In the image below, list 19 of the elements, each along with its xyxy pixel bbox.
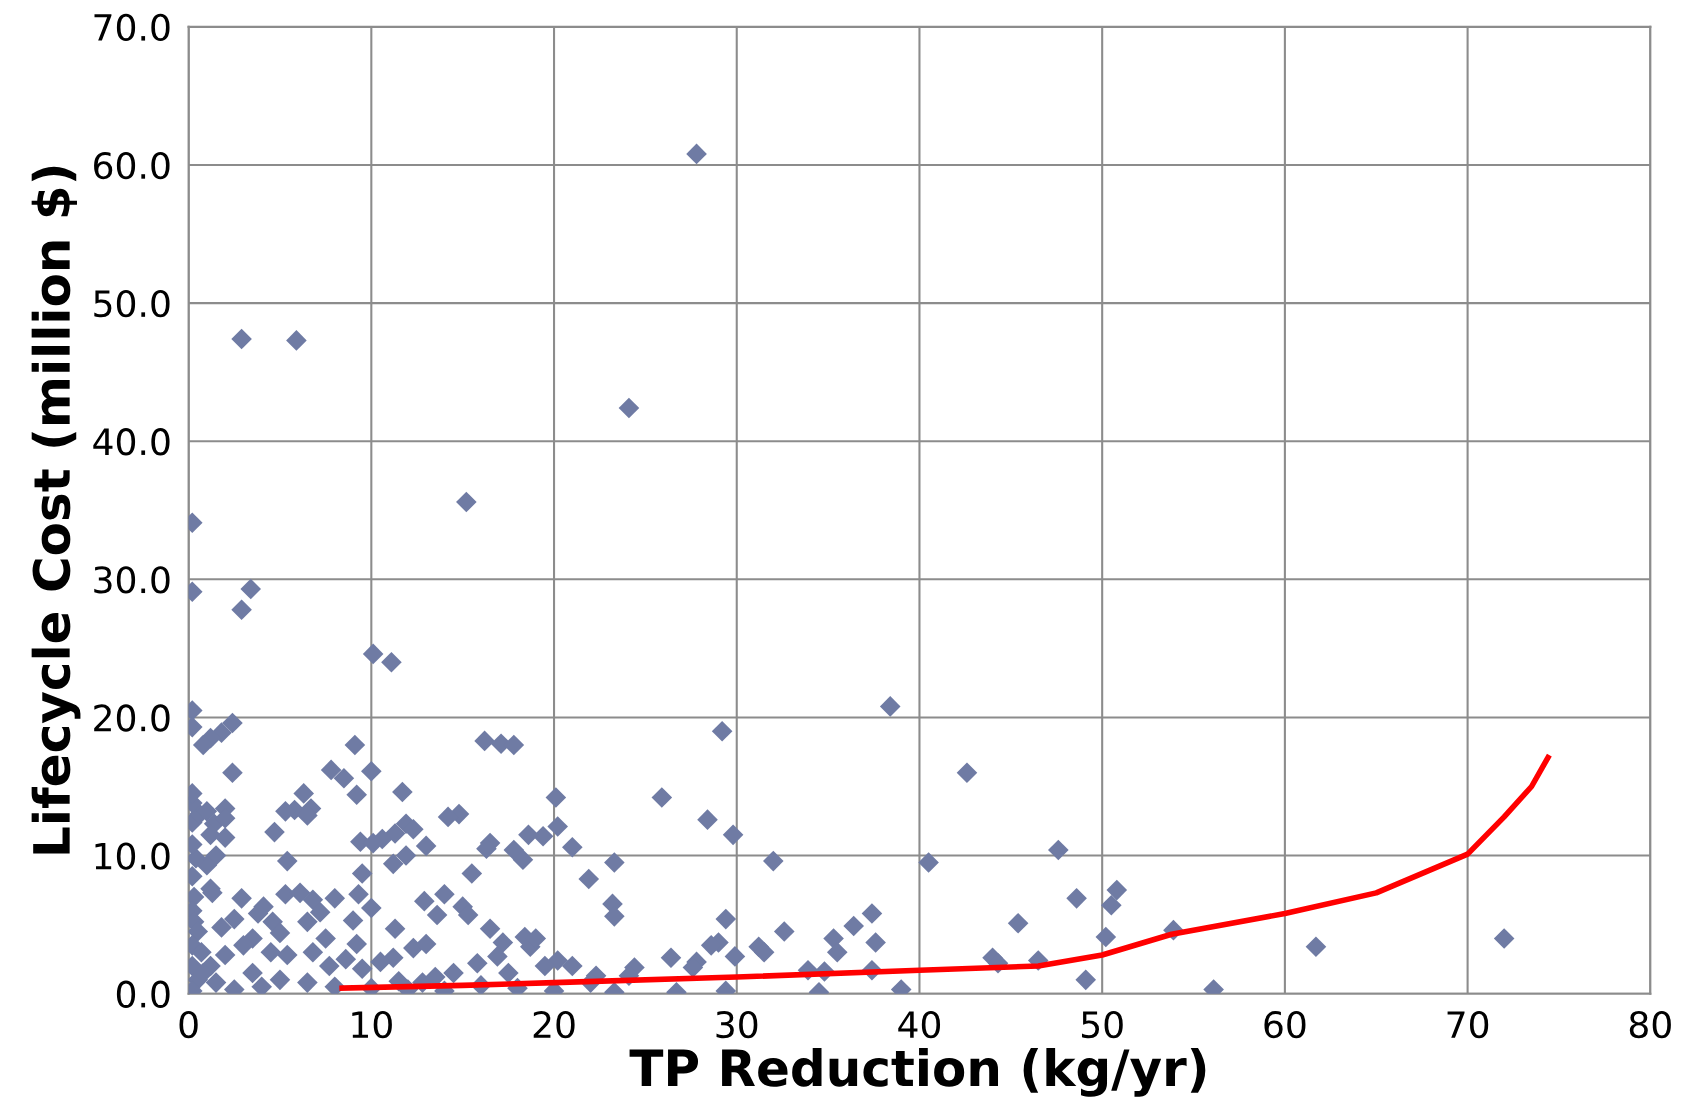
y-tick-label: 20.0: [94, 704, 170, 732]
y-tick-label: 60.0: [94, 151, 170, 180]
y-tick-label: 0.0: [116, 980, 170, 1008]
x-tick-label: 50: [1081, 1010, 1123, 1039]
x-tick-label: 70: [1447, 1010, 1489, 1039]
x-tick-label: 0: [179, 1010, 198, 1039]
x-tick-label: 40: [898, 1010, 941, 1039]
x-tick-label: 20: [533, 1010, 575, 1039]
y-tick-label: 30.0: [94, 566, 170, 594]
y-tick-label: 10.0: [95, 842, 170, 870]
y-tick-label: 40.0: [93, 428, 170, 456]
y-axis-title: Lifecycle Cost (million $): [31, 166, 81, 854]
y-tick-label: 70.0: [94, 13, 170, 42]
x-axis-title: TP Reduction (kg/yr): [629, 1048, 1206, 1097]
x-tick-label: 80: [1629, 1010, 1671, 1039]
y-tick-label: 50.0: [94, 290, 170, 318]
x-tick-label: 30: [716, 1010, 758, 1039]
x-tick-label: 60: [1264, 1010, 1306, 1039]
x-tick-label: 10: [352, 1010, 392, 1039]
